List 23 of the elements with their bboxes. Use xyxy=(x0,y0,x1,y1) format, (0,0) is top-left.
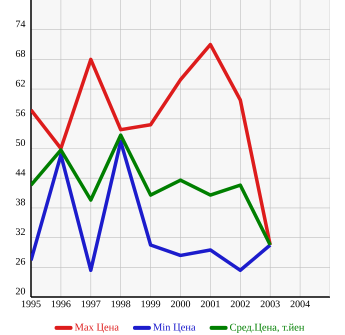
x-tick-label: 2002 xyxy=(230,300,250,308)
x-tick-label: 2003 xyxy=(260,300,280,308)
legend-label: Max Цена xyxy=(74,324,119,333)
y-tick-label: 20 xyxy=(16,288,26,294)
x-tick-label: 2000 xyxy=(170,300,190,308)
y-tick-label: 62 xyxy=(16,80,25,87)
x-tick-label: 2004 xyxy=(290,300,310,308)
y-tick-label: 68 xyxy=(16,50,26,57)
y-tick-label: 44 xyxy=(16,169,26,176)
y-tick-label: 50 xyxy=(16,139,26,146)
x-tick-label: 1999 xyxy=(141,300,160,308)
legend-label: Сред.Цена, т.йен xyxy=(230,323,304,333)
y-tick-label: 56 xyxy=(16,110,26,116)
x-tick-label: 1998 xyxy=(112,300,130,308)
y-tick-label: 74 xyxy=(16,20,26,28)
y-tick-label: 32 xyxy=(16,228,25,236)
legend-label: Min Цена xyxy=(153,324,196,333)
x-tick-label: 1996 xyxy=(52,300,71,308)
y-tick-label: 38 xyxy=(16,198,26,206)
y-tick-label: 26 xyxy=(16,258,26,265)
x-tick-label: 1997 xyxy=(82,300,101,308)
x-tick-label: 1995 xyxy=(22,300,41,308)
x-tick-label: 2001 xyxy=(200,300,220,308)
